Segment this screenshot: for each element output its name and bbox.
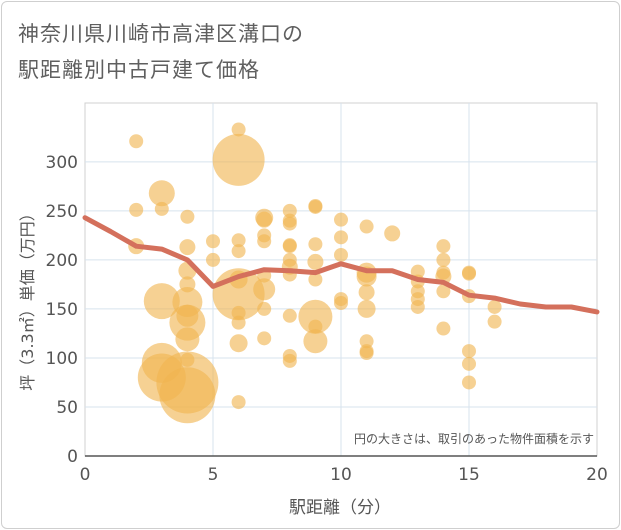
bubble <box>231 305 246 320</box>
bubble <box>308 272 323 287</box>
chart-title-line-2: 駅距離別中古戸建て価格 <box>18 58 260 82</box>
bubble <box>359 346 374 361</box>
bubble <box>462 344 476 359</box>
bubble <box>257 234 272 249</box>
bubble <box>334 296 348 311</box>
bubble <box>180 209 195 224</box>
bubble <box>231 122 246 137</box>
chart-title-line-1: 神奈川県川崎市高津区溝口の <box>18 22 304 46</box>
bubble <box>487 314 502 329</box>
y-axis-label: 坪（3.3㎡）単価（万円） <box>18 205 37 390</box>
bubble <box>308 199 323 214</box>
bubble <box>357 299 376 318</box>
bubble <box>129 134 144 149</box>
bubble <box>334 230 348 245</box>
trend-line-series <box>82 215 600 315</box>
bubble <box>436 265 451 280</box>
tick-labels: 0 50 100 150 200 250 300 0 5 10 15 20 <box>46 153 608 485</box>
bubble <box>308 319 323 334</box>
x-tick-label: 10 <box>330 465 352 485</box>
bubble-size-note: 円の大きさは、取引のあった物件面積を示す <box>354 431 594 446</box>
y-tick-label: 0 <box>67 447 78 467</box>
bubble <box>436 239 451 254</box>
bubble <box>148 180 175 207</box>
bubble <box>282 353 297 368</box>
bubble <box>410 264 425 279</box>
bubble <box>257 331 272 346</box>
bubble <box>176 304 199 327</box>
bubble <box>384 225 401 242</box>
bubble <box>206 252 220 267</box>
y-tick-label: 150 <box>46 300 78 320</box>
x-tick-label: 0 <box>80 465 91 485</box>
bubble <box>175 327 200 352</box>
bubble <box>359 219 374 234</box>
y-tick-label: 200 <box>46 251 78 271</box>
bubble <box>256 211 273 228</box>
bubble <box>282 203 297 218</box>
bubble <box>436 321 451 336</box>
bubble <box>282 239 297 254</box>
bubble <box>282 252 297 267</box>
bubble <box>143 283 180 320</box>
bubble <box>179 276 196 293</box>
bubble <box>180 352 195 367</box>
bubble <box>298 299 333 334</box>
bubble <box>462 356 476 371</box>
bubble <box>308 237 323 252</box>
y-tick-label: 100 <box>46 349 78 369</box>
bubble <box>462 375 476 390</box>
bubble <box>462 266 476 281</box>
bubble <box>410 299 425 314</box>
bubble <box>358 284 375 301</box>
x-axis-label: 駅距離（分） <box>289 498 391 518</box>
bubble <box>282 308 297 323</box>
bubble <box>303 329 328 354</box>
bubble <box>359 334 374 349</box>
bubble <box>436 284 451 299</box>
x-tick-label: 5 <box>208 465 219 485</box>
bubble <box>282 216 297 231</box>
bubble <box>212 133 265 186</box>
bubble <box>334 212 348 227</box>
bubble <box>253 278 276 301</box>
bubble <box>436 252 451 267</box>
bubble <box>229 334 248 353</box>
bubble <box>231 395 246 410</box>
bubble <box>487 299 502 314</box>
bubble <box>154 201 169 216</box>
y-tick-label: 50 <box>56 398 78 418</box>
bubble <box>206 234 220 249</box>
y-tick-label: 250 <box>46 202 78 222</box>
bubble <box>231 244 246 259</box>
bubble <box>257 301 272 316</box>
x-tick-label: 15 <box>458 465 480 485</box>
x-tick-label: 20 <box>586 465 608 485</box>
bubble <box>334 247 348 262</box>
bubble <box>129 202 144 217</box>
bubble <box>141 342 182 383</box>
trend-line <box>82 215 600 315</box>
bubble <box>307 253 324 270</box>
bubble <box>231 233 246 248</box>
bubble <box>179 239 196 256</box>
y-tick-label: 300 <box>46 153 78 173</box>
bubble <box>231 315 246 330</box>
